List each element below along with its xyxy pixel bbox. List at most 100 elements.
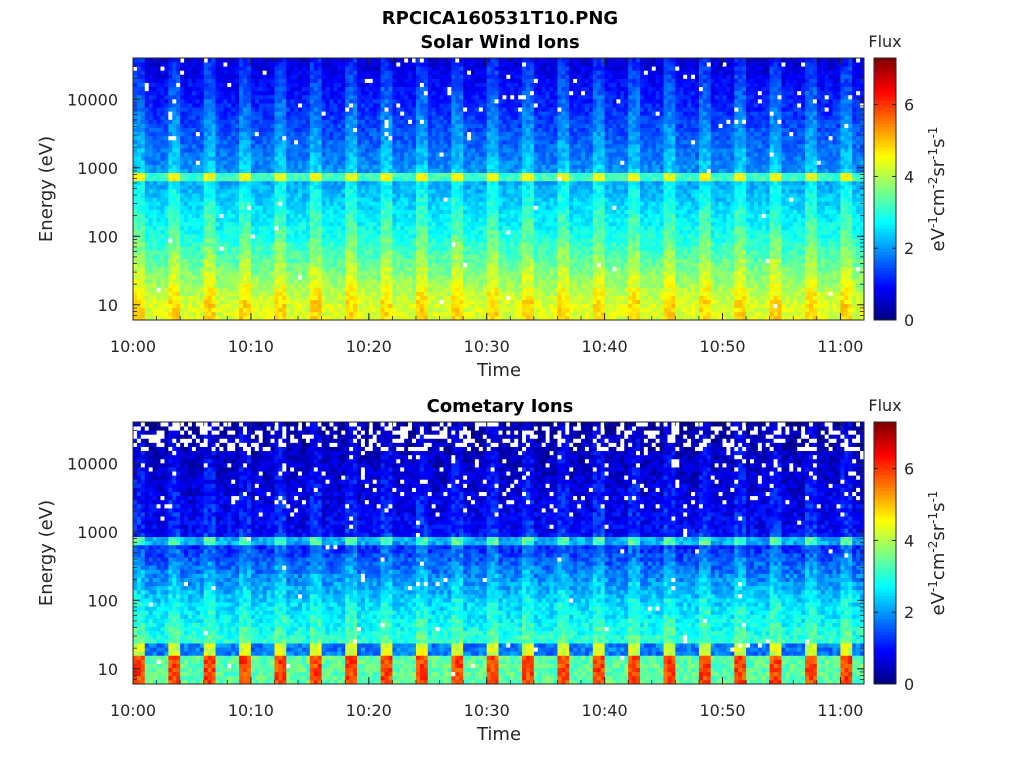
heatmap-cell [243,283,247,287]
heatmap-cell [361,259,365,263]
heatmap-cell [428,66,432,70]
heatmap-cell [341,189,345,193]
heatmap-cell [290,271,294,275]
heatmap-cell [341,218,345,222]
heatmap-cell [392,152,396,156]
heatmap-cell [259,259,263,263]
heatmap-cell [381,259,385,263]
heatmap-cell [282,271,286,275]
heatmap-cell [377,259,381,263]
heatmap-cell [290,189,294,193]
heatmap-cell [432,83,436,87]
heatmap-cell [172,291,176,295]
heatmap-cell [267,275,271,279]
heatmap-cell [161,78,165,82]
heatmap-cell [133,128,137,132]
heatmap-cell [306,87,310,91]
heatmap-cell [271,107,275,111]
heatmap-cell [349,214,353,218]
heatmap-cell [361,107,365,111]
heatmap-cell [353,291,357,295]
heatmap-cell [337,234,341,238]
heatmap-cell [341,185,345,189]
heatmap-cell [286,189,290,193]
heatmap-cell [341,115,345,119]
heatmap-cell [310,91,314,95]
heatmap-cell [219,62,223,66]
heatmap-cell [365,119,369,123]
heatmap-cell [337,103,341,107]
heatmap-cell [420,144,424,148]
heatmap-cell [184,197,188,201]
heatmap-cell [259,160,263,164]
heatmap-cell [416,300,420,304]
heatmap-cell [416,156,420,160]
heatmap-cell [231,99,235,103]
heatmap-cell [314,124,318,128]
heatmap-cell [282,230,286,234]
heatmap-cell [157,164,161,168]
heatmap-cell [133,62,137,66]
heatmap-cell [404,230,408,234]
heatmap-cell [365,275,369,279]
heatmap-cell [404,250,408,254]
heatmap-cell [188,152,192,156]
heatmap-cell [357,291,361,295]
heatmap-cell [432,87,436,91]
heatmap-cell [176,209,180,213]
heatmap-cell [239,124,243,128]
heatmap-cell [255,291,259,295]
heatmap-cell [322,238,326,242]
heatmap-cell [396,312,400,316]
heatmap-cell [298,132,302,136]
heatmap-cell [326,177,330,181]
heatmap-cell [302,209,306,213]
heatmap-cell [373,263,377,267]
heatmap-cell [428,230,432,234]
heatmap-cell [404,218,408,222]
heatmap-cell [161,95,165,99]
heatmap-cell [416,250,420,254]
heatmap-cell [412,156,416,160]
heatmap-cell [373,87,377,91]
heatmap-cell [408,160,412,164]
heatmap-cell [239,312,243,316]
heatmap-cell [263,226,267,230]
heatmap-cell [341,246,345,250]
heatmap-cell [388,291,392,295]
heatmap-cell [357,275,361,279]
heatmap-cell [133,238,137,242]
heatmap-cell [298,214,302,218]
heatmap-cell [223,238,227,242]
heatmap-cell [133,271,137,275]
heatmap-cell [302,267,306,271]
heatmap-cell [361,160,365,164]
heatmap-cell [408,201,412,205]
heatmap-cell [318,242,322,246]
heatmap-cell [164,156,168,160]
heatmap-cell [255,300,259,304]
heatmap-cell [247,111,251,115]
heatmap-cell [200,152,204,156]
heatmap-cell [274,230,278,234]
heatmap-cell [302,119,306,123]
heatmap-cell [412,132,416,136]
heatmap-cell [188,267,192,271]
heatmap-cell [353,91,357,95]
heatmap-cell [361,283,365,287]
heatmap-cell [404,283,408,287]
heatmap-cell [424,304,428,308]
heatmap-cell [377,156,381,160]
heatmap-cell [326,226,330,230]
heatmap-cell [278,283,282,287]
heatmap-cell [161,91,165,95]
heatmap-cell [157,181,161,185]
heatmap-cell [188,164,192,168]
heatmap-cell [349,119,353,123]
heatmap-cell [369,74,373,78]
heatmap-cell [365,287,369,291]
heatmap-cell [314,255,318,259]
heatmap-cell [353,193,357,197]
heatmap-cell [184,300,188,304]
heatmap-cell [286,74,290,78]
